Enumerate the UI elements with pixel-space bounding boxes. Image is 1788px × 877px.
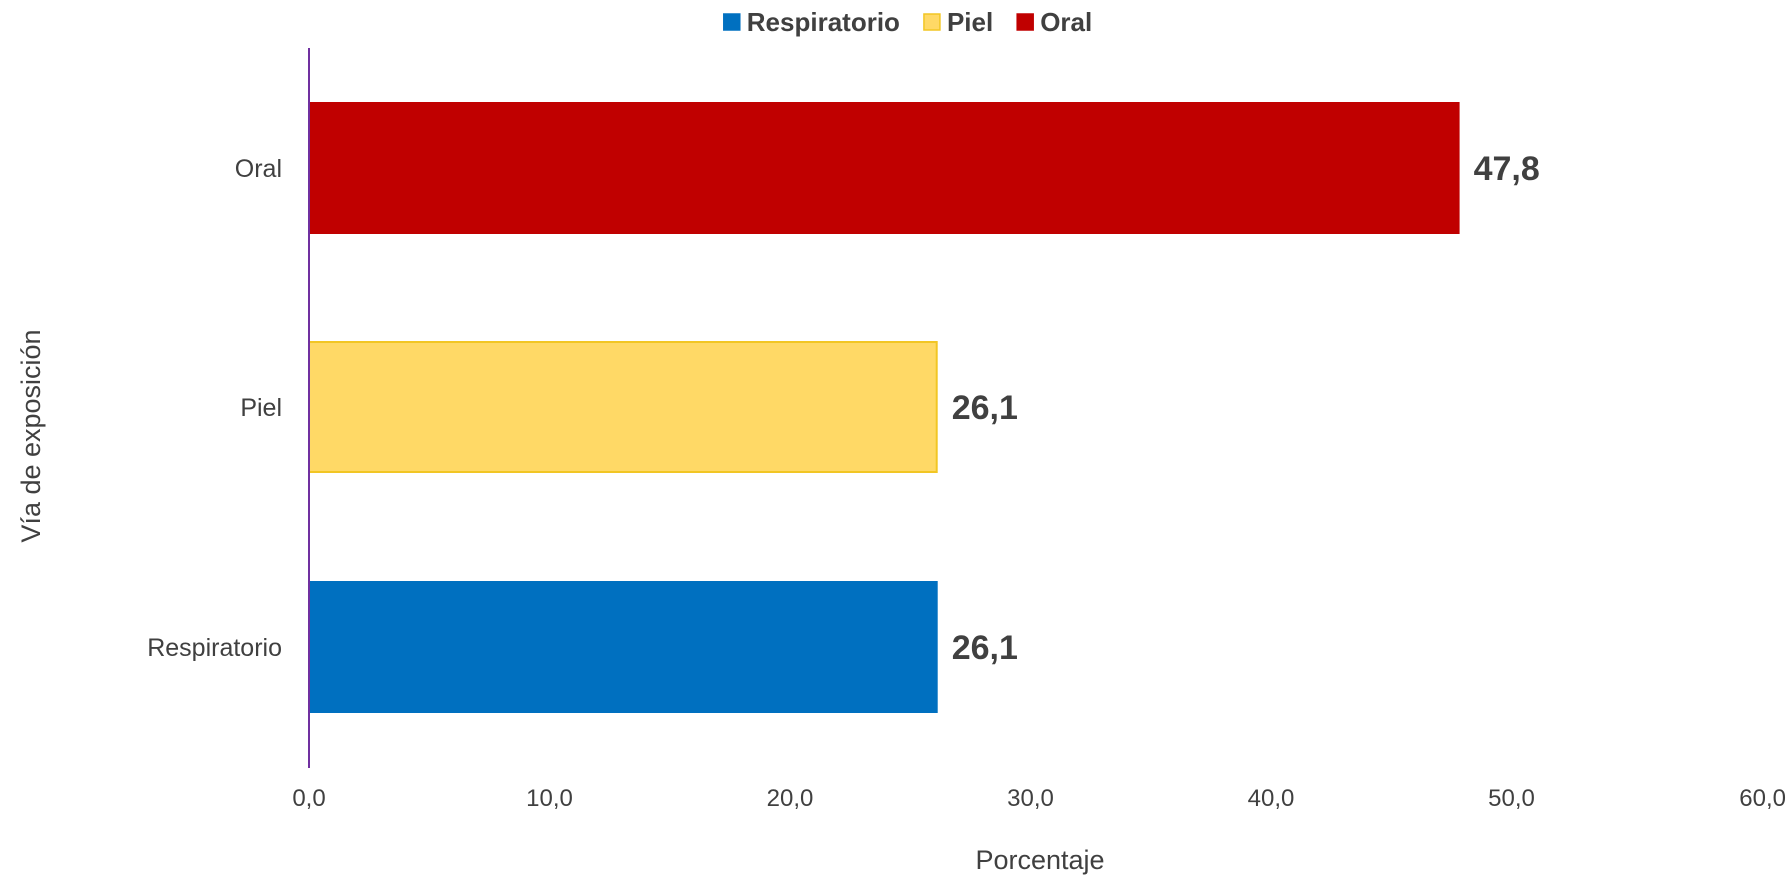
y-axis-title: Vía de exposición [16, 329, 46, 542]
category-label-piel: Piel [240, 394, 282, 422]
legend-swatch-oral [1016, 13, 1034, 31]
x-axis-title: Porcentaje [975, 845, 1104, 875]
x-tick-label: 30,0 [1007, 785, 1054, 812]
data-label-piel: 26,1 [952, 389, 1018, 427]
x-tick-labels: 0,0 10,0 20,0 30,0 40,0 50,0 60,0 [292, 785, 1786, 812]
legend-label-oral: Oral [1040, 7, 1092, 37]
category-label-oral: Oral [235, 155, 282, 183]
legend-label-respiratorio: Respiratorio [747, 7, 900, 37]
x-tick-label: 50,0 [1488, 785, 1535, 812]
category-label-respiratorio: Respiratorio [147, 634, 282, 662]
x-tick-label: 10,0 [526, 785, 573, 812]
data-label-oral: 47,8 [1474, 150, 1540, 188]
category-labels: Respiratorio Piel Oral [147, 155, 282, 662]
legend-label-piel: Piel [947, 7, 993, 37]
bars [308, 102, 1460, 713]
bar-oral [308, 102, 1460, 234]
data-label-respiratorio: 26,1 [952, 629, 1018, 667]
x-tick-label: 0,0 [292, 785, 325, 812]
x-tick-label: 60,0 [1739, 785, 1786, 812]
bar-respiratorio [308, 581, 938, 713]
legend-swatch-piel [923, 13, 941, 31]
x-tick-label: 20,0 [767, 785, 814, 812]
bar-piel [308, 341, 938, 473]
legend: Respiratorio Piel Oral [723, 7, 1092, 37]
legend-swatch-respiratorio [723, 13, 741, 31]
x-tick-label: 40,0 [1248, 785, 1295, 812]
data-labels: 26,1 26,1 47,8 [952, 150, 1540, 667]
